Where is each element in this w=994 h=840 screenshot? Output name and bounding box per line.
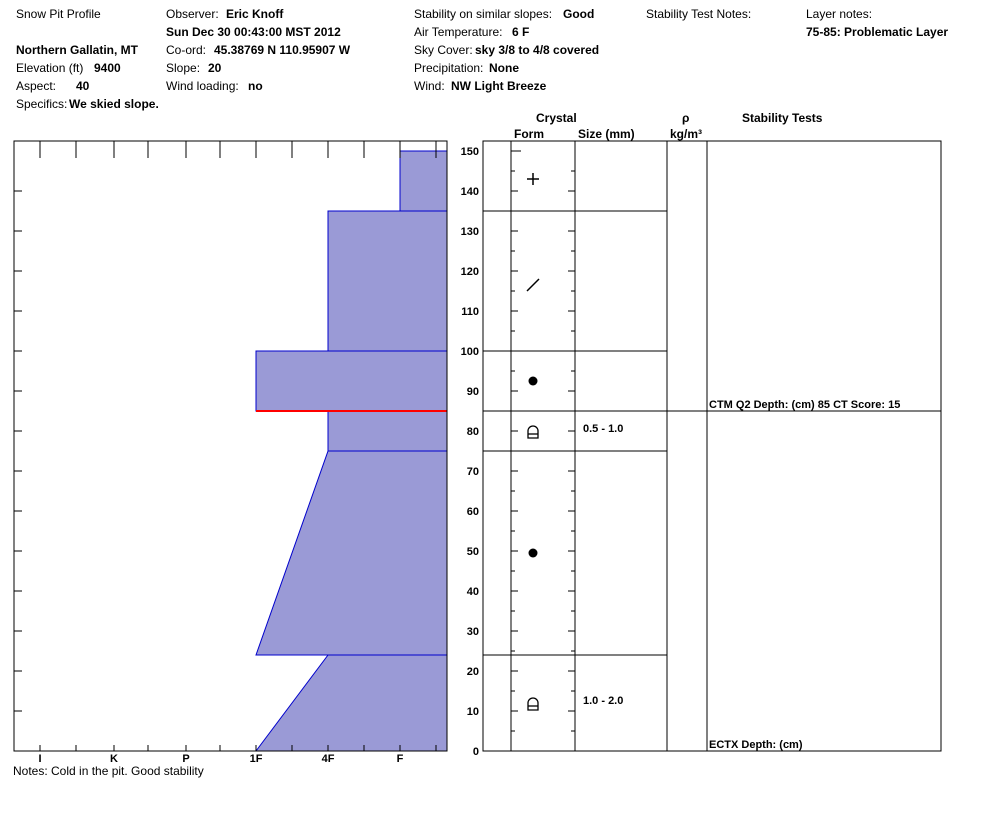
crystal-form-dot-icon [528,548,538,558]
height-tick-label: 50 [467,546,479,558]
crystal-form-dot-icon [528,376,538,386]
specifics-value: We skied slope. [69,97,159,111]
height-axis: 0 10 20 30 40 50 60 70 80 90 100 110 120 130 140 150 [461,146,479,758]
stability-test-entry: CTM Q2 Depth: (cm) 85 CT Score: 15 [709,399,900,411]
aspect-label: Aspect: [16,79,57,93]
height-tick-label: 100 [461,346,479,358]
stability-test-entry: ECTX Depth: (cm) [709,739,803,751]
height-tick-label: 0 [473,746,479,758]
location: Northern Gallatin, MT [16,43,139,57]
crystal-size-label: 0.5 - 1.0 [583,423,623,435]
layer-notes-label: Layer notes: [806,7,873,21]
slope-label: Slope: [166,61,201,75]
observer-value: Eric Knoff [226,7,284,21]
layer-notes-value: 75-85: Problematic Layer [806,25,949,39]
crystal-form-slash-icon [526,278,540,292]
sky-label: Sky Cover: [414,43,473,57]
wind-value: NW Light Breeze [451,79,547,93]
height-tick-label: 150 [461,146,479,158]
wind-label: Wind: [414,79,445,93]
stability-tests-header: Stability Tests [742,111,823,125]
hardness-chart-frame [13,140,448,752]
precip-label: Precipitation: [414,61,484,75]
height-tick-label: 80 [467,426,479,438]
crystal-size-label: 1.0 - 2.0 [583,695,623,707]
notes: Notes: Cold in the pit. Good stability [13,764,204,778]
coord-value: 45.38769 N 110.95907 W [214,43,351,57]
height-tick-label: 30 [467,626,479,638]
elevation-value: 9400 [94,61,121,75]
stability-label: Stability on similar slopes: [414,7,553,21]
crystal-form-depth-hoar-icon [527,697,539,711]
hardness-tick-label: 4F [322,753,335,765]
precip-value: None [489,61,519,75]
density-symbol: ρ [682,111,690,125]
height-tick-label: 140 [461,186,479,198]
observer-label: Observer: [166,7,219,21]
crystal-header: Crystal [536,111,577,125]
chart-frames [13,140,942,752]
height-tick-label: 90 [467,386,479,398]
height-tick-label: 10 [467,706,479,718]
height-tick-label: 110 [461,306,479,318]
crystal-form-depth-hoar-icon [527,425,539,439]
height-tick-label: 60 [467,506,479,518]
air-temp-label: Air Temperature: [414,25,503,39]
hardness-axis: I K P 1F 4F F [14,141,437,765]
size-header: Size (mm) [578,127,635,141]
stability-tests-column: CTM Q2 Depth: (cm) 85 CT Score: 15 ECTX D… [709,399,900,751]
aspect-value: 40 [76,79,90,93]
height-tick-label: 120 [461,266,479,278]
height-tick-label: 40 [467,586,479,598]
height-tick-label: 70 [467,466,479,478]
observation-date: Sun Dec 30 00:43:00 MST 2012 [166,25,341,39]
slope-value: 20 [208,61,222,75]
page-title: Snow Pit Profile [16,7,101,21]
hardness-tick-label: I [38,753,41,765]
wind-loading-value: no [248,79,263,93]
hardness-fill-layer [255,150,448,752]
coord-label: Co-ord: [166,43,207,57]
table-frame [482,140,942,752]
crystal-table: 0.5 - 1.0 1.0 - 2.0 [483,173,941,711]
hardness-tick-label: F [397,753,404,765]
specifics-label: Specifics: [16,97,68,111]
hardness-tick-label: K [110,753,118,765]
stability-value: Good [563,7,595,21]
hardness-tick-label: 1F [250,753,263,765]
stability-test-notes-label: Stability Test Notes: [646,7,752,21]
height-tick-label: 20 [467,666,479,678]
air-temp-value: 6 F [512,25,530,39]
sky-value: sky 3/8 to 4/8 covered [475,43,600,57]
wind-loading-label: Wind loading: [166,79,239,93]
elevation-label: Elevation (ft) [16,61,84,75]
density-unit: kg/m³ [670,127,703,141]
height-tick-label: 130 [461,226,479,238]
form-header: Form [514,127,544,141]
hardness-tick-label: P [182,753,189,765]
